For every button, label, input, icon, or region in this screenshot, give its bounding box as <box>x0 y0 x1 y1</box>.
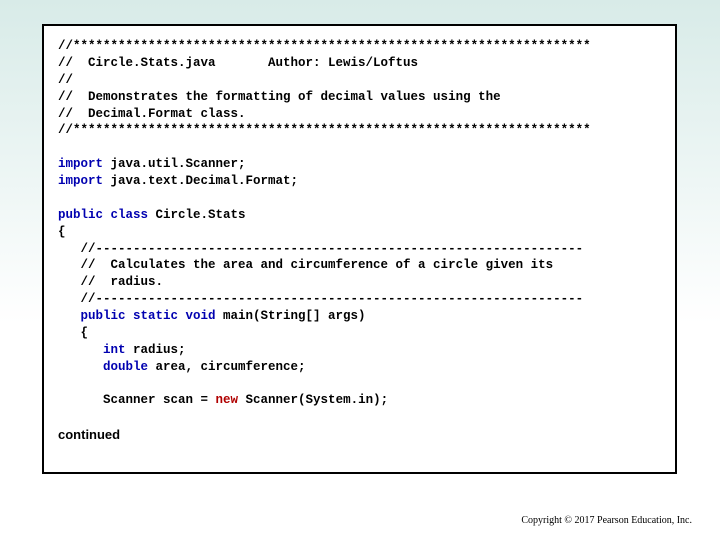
code-text: Scanner(System.in); <box>238 393 388 407</box>
code-text: java.text.Decimal.Format; <box>103 174 298 188</box>
code-block: //**************************************… <box>58 38 661 409</box>
code-text: Scanner scan = <box>58 393 216 407</box>
code-line: // Demonstrates the formatting of decima… <box>58 90 501 104</box>
keyword-int: int <box>58 343 126 357</box>
code-line: //**************************************… <box>58 39 591 53</box>
code-line: { <box>58 225 66 239</box>
code-text: radius; <box>126 343 186 357</box>
code-text: Circle.Stats <box>148 208 246 222</box>
code-line: // Decimal.Format class. <box>58 107 246 121</box>
code-line: //--------------------------------------… <box>58 292 583 306</box>
keyword-import: import <box>58 174 103 188</box>
code-text: main(String[] args) <box>216 309 366 323</box>
keyword-double: double <box>58 360 148 374</box>
code-line: // Calculates the area and circumference… <box>58 258 553 272</box>
code-text: java.util.Scanner; <box>103 157 246 171</box>
copyright-text: Copyright © 2017 Pearson Education, Inc. <box>521 515 692 526</box>
code-line: // radius. <box>58 275 163 289</box>
code-line: { <box>58 326 88 340</box>
code-line: //**************************************… <box>58 123 591 137</box>
code-line: //--------------------------------------… <box>58 242 583 256</box>
code-line: // <box>58 73 73 87</box>
keyword-new: new <box>216 393 239 407</box>
code-line: // Circle.Stats.java Author: Lewis/Loftu… <box>58 56 418 70</box>
keyword-public-class: public class <box>58 208 148 222</box>
code-container: //**************************************… <box>42 24 677 474</box>
keyword-import: import <box>58 157 103 171</box>
code-text: area, circumference; <box>148 360 306 374</box>
keyword-psv: public static void <box>58 309 216 323</box>
continued-label: continued <box>58 427 661 442</box>
